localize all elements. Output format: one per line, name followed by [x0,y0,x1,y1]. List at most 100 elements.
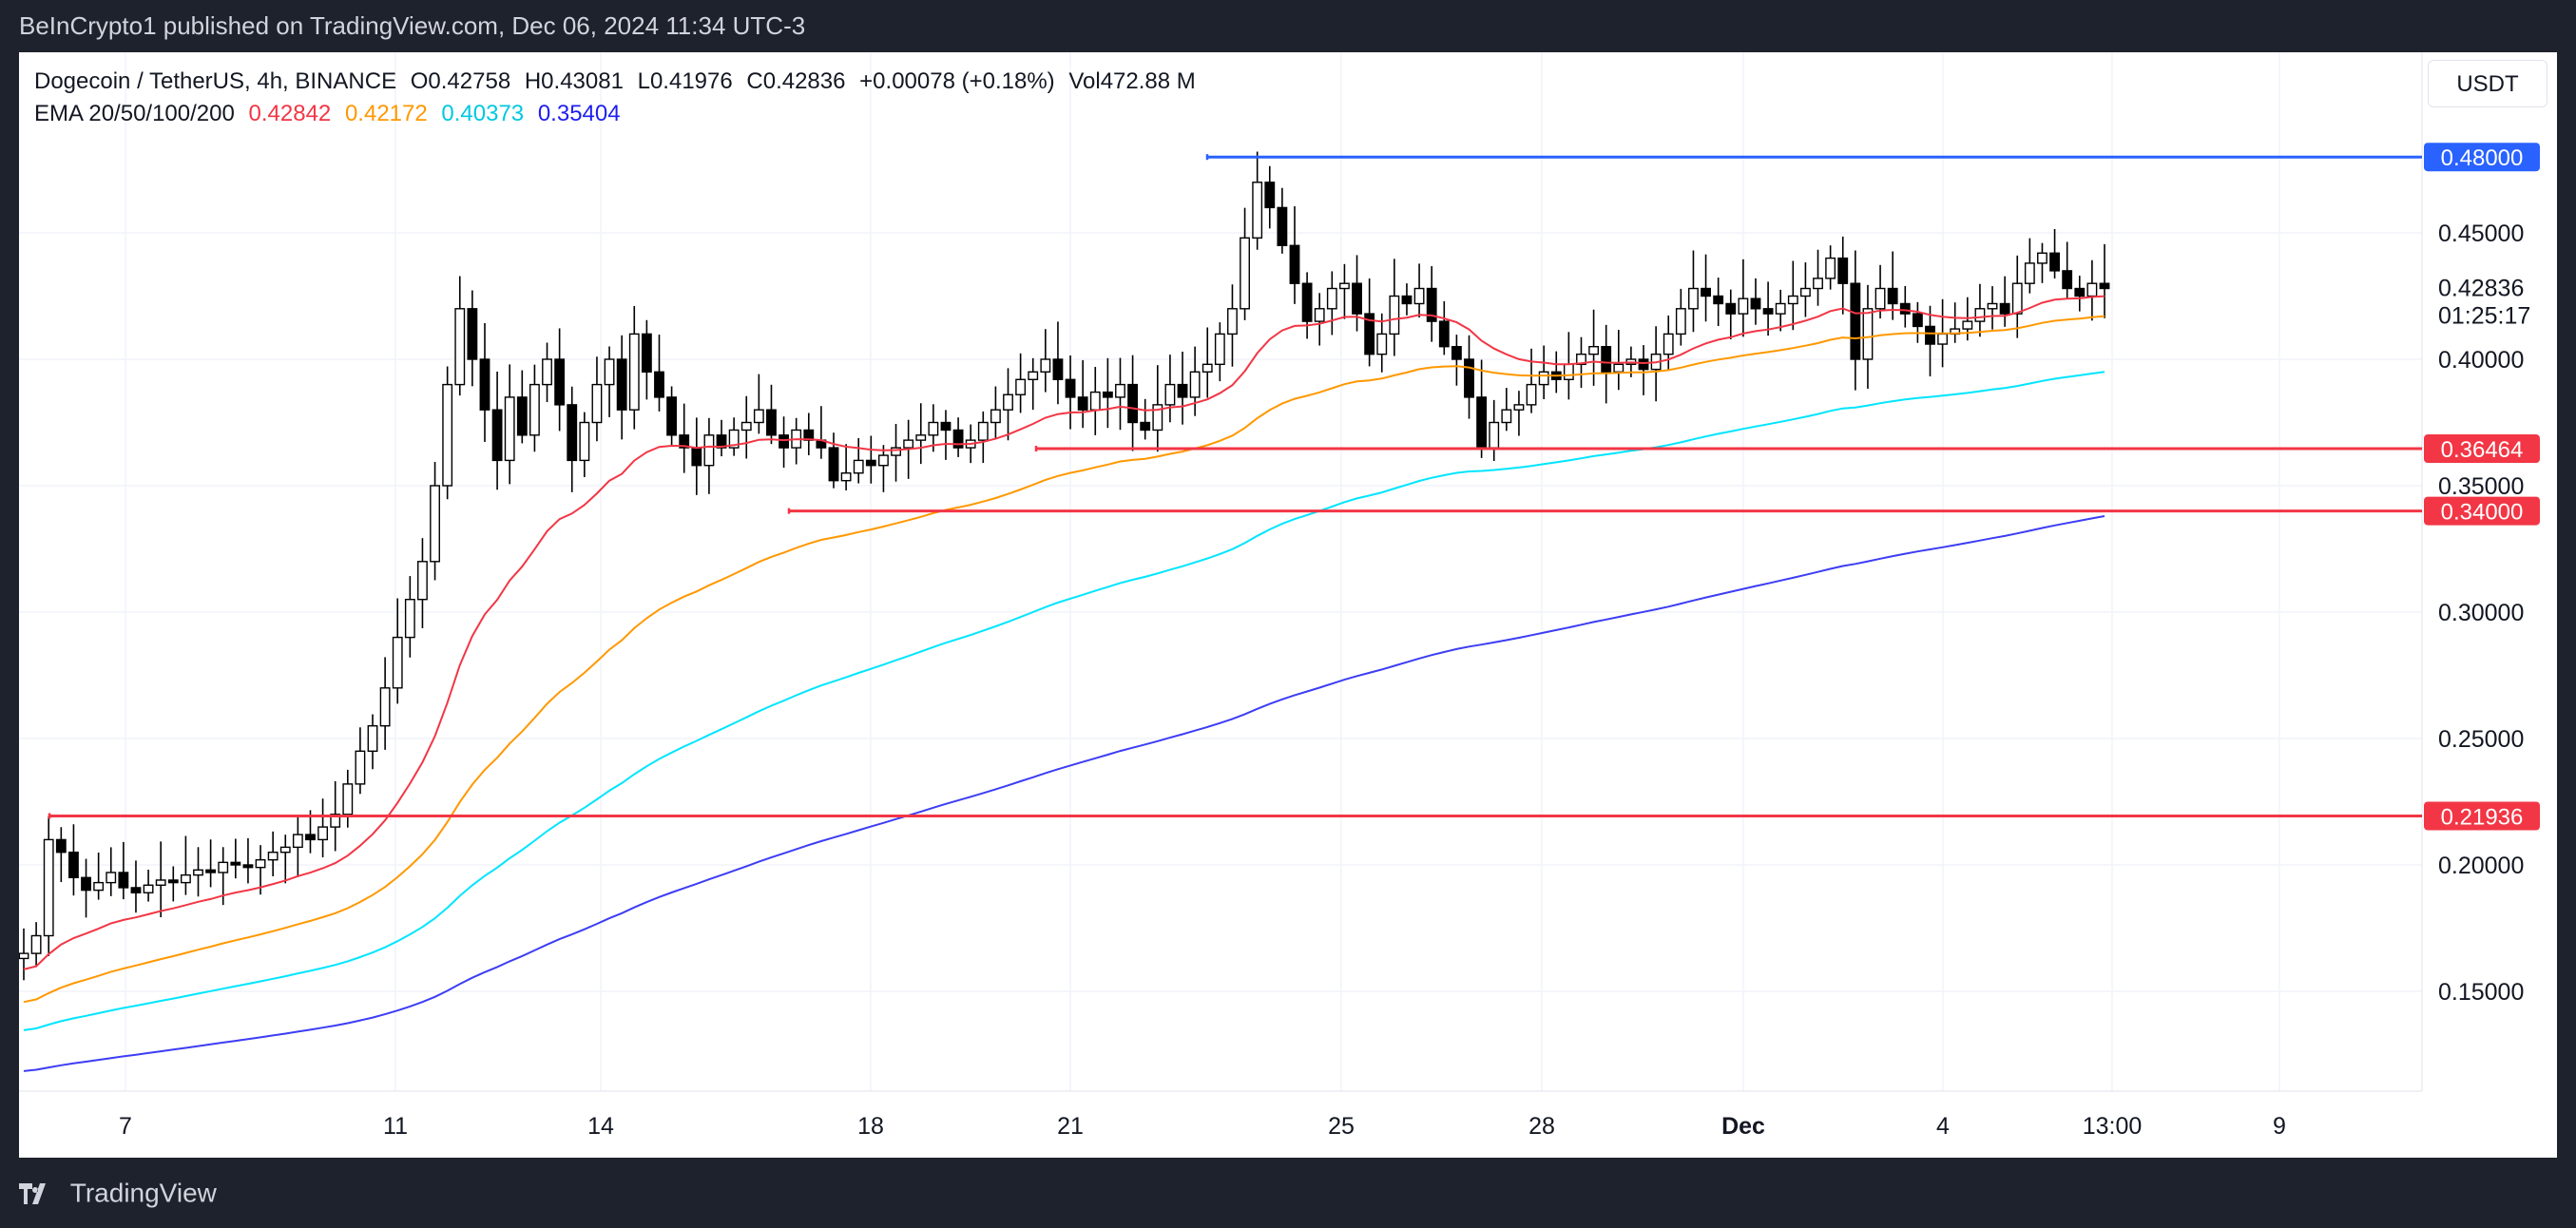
brand-name[interactable]: TradingView [69,1178,217,1208]
candle-down [230,861,241,866]
x-tick-label: Dec [1721,1113,1765,1140]
ema-label[interactable]: EMA 20/50/100/200 [34,101,235,126]
candle-up [404,599,415,639]
candle-down [952,429,964,449]
candle-down [2049,252,2060,272]
candle-up [604,358,615,386]
candle-down [1177,383,1188,398]
level-label-box [2424,801,2540,831]
candle-down [1277,206,1288,246]
candle-up [542,358,552,386]
candle-up [292,834,303,849]
candle-down [1601,346,1612,374]
candle-up [317,826,329,841]
close-value: C0.42836 [746,68,846,94]
level-label-box [2424,434,2540,464]
symbol-label[interactable]: Dogecoin / TetherUS, 4h, BINANCE [34,68,397,94]
candle-down [1127,383,1139,424]
candle-up [2086,282,2098,297]
candle-down [1264,182,1276,209]
candle-down [1364,313,1375,355]
candle-down [1725,302,1737,315]
candle-up [1588,346,1599,355]
y-tick-label: 0.15000 [2438,979,2524,1006]
candle-up [193,869,203,876]
candle-up [93,881,105,892]
publisher-text: BeInCrypto1 published on TradingView.com… [19,11,806,40]
candle-up [1688,287,1699,310]
candle-up [1326,287,1337,310]
chart-panel[interactable]: 0.48000 0.36464 0.34000 0.21936 0.45000 0.400… [19,52,2557,1158]
candle-up [579,421,590,462]
level-label-0.21936: 0.21936 [2441,805,2524,831]
level-label-0.34000: 0.34000 [2441,500,2524,526]
candle-up [977,421,989,441]
candle-up [1115,383,1125,398]
x-tick-label: 7 [119,1113,132,1140]
candle-down [1999,302,2010,315]
candle-up [853,459,864,474]
candle-down [679,434,690,449]
ohlc-row: Dogecoin / TetherUS, 4h, BINANCE O0.4275… [34,66,1203,98]
candle-up [928,421,939,436]
candle-down [1451,346,1462,360]
candle-up [1028,371,1039,380]
x-tick-label: 21 [1057,1113,1084,1140]
candle-up [1413,287,1425,305]
candle-down [666,396,678,436]
candle-up [1015,378,1027,395]
candle-down [1750,297,1761,310]
price-chart[interactable]: 0.48000 0.36464 0.34000 0.21936 0.45000 0.400… [19,52,2557,1158]
candle-up [1974,308,1986,322]
candle-down [691,447,702,467]
candle-up [1376,333,1388,355]
candle-up [1526,383,1537,406]
candle-down [68,852,79,879]
candle-up [417,561,428,601]
candle-down [1052,358,1064,380]
candle-down [1352,282,1362,315]
candle-down [1401,295,1413,305]
ema100-line [23,371,2105,1031]
candle-up [155,879,166,886]
candle-up [330,814,341,828]
ema20-value: 0.42842 [248,101,332,126]
level-label-0.36464: 0.36464 [2441,437,2524,463]
candle-down [654,371,664,398]
x-tick-label: 14 [587,1113,614,1140]
currency-button[interactable]: USDT [2428,60,2547,107]
y-tick-label: 0.45000 [2438,221,2524,247]
candle-down [1140,421,1151,432]
candle-up [628,333,640,411]
candle-up [30,934,42,954]
candle-up [43,838,54,937]
candle-down [1713,295,1724,305]
candle-up [1339,282,1350,290]
candle-up [355,750,366,785]
ema50-value: 0.42172 [344,101,428,126]
candle-down [467,308,478,360]
change-value: +0.00078 (+0.18%) [859,68,1055,94]
candle-down [779,434,789,449]
candle-up [1314,308,1325,322]
candle-up [454,308,466,386]
candle-up [990,409,1001,424]
candle-down [766,409,777,436]
candle-up [1813,278,1823,290]
candle-up [915,434,927,441]
candle-down [716,434,727,449]
x-tick-label: 11 [383,1113,408,1140]
ema50-line [23,315,2105,1004]
candle-up [891,447,901,456]
candle-down [1077,396,1088,411]
candle-up [1501,409,1512,424]
candle-up [529,383,540,436]
x-tick-label: 28 [1528,1113,1555,1140]
tradingview-logo-icon [19,1182,46,1204]
candle-up [1613,363,1624,374]
candle-up [1214,333,1225,366]
candle-up [442,383,453,487]
candle-up [1189,371,1201,398]
candle-up [106,872,117,884]
candle-down [130,887,142,893]
